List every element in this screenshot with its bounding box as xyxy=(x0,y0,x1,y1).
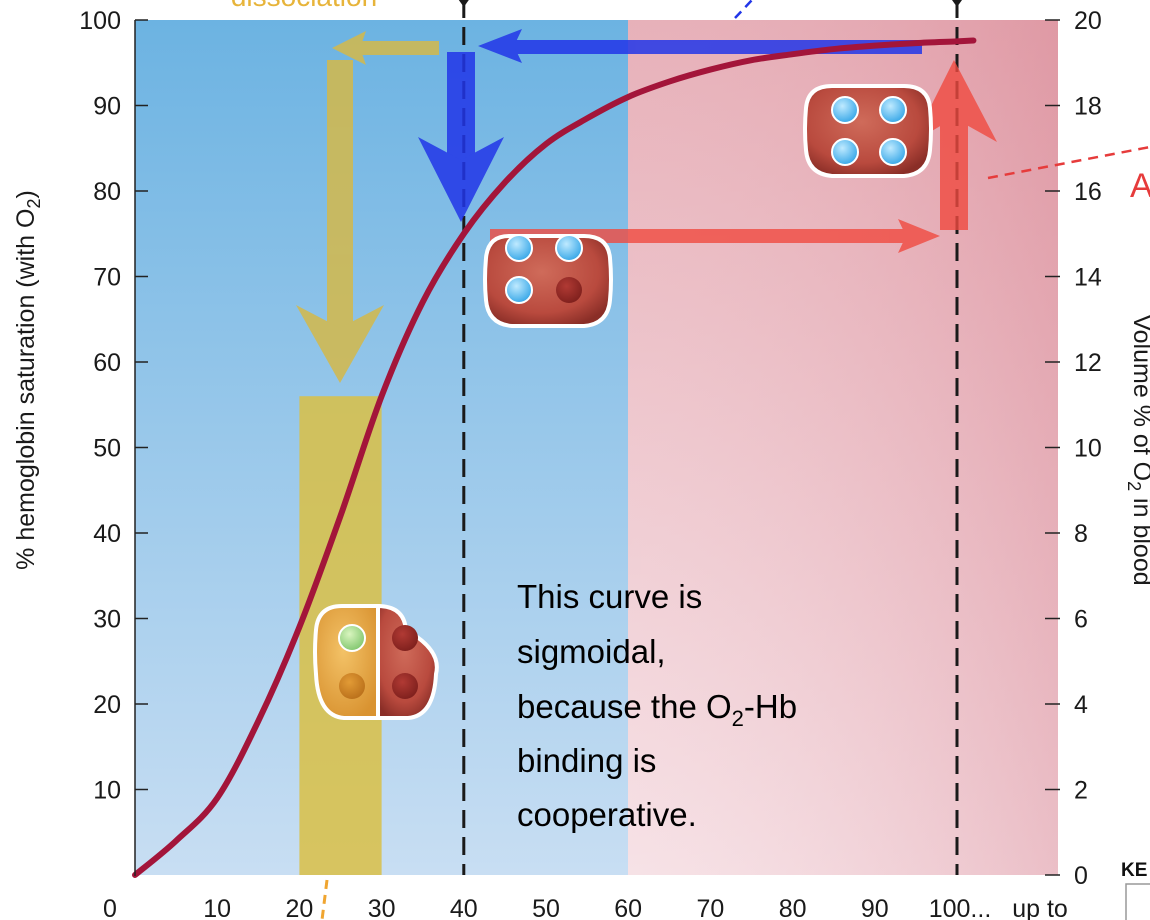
hemoglobin-partially-loaded xyxy=(483,234,613,328)
right-edge-label: A xyxy=(1130,167,1150,205)
x-tick-label: 50 xyxy=(532,895,560,920)
yellow-arrow-left-head xyxy=(332,31,366,65)
note-line-2: sigmoidal, xyxy=(517,633,666,670)
x-tick-label: 80 xyxy=(779,895,807,920)
x-tick-label: 30 xyxy=(368,895,396,920)
note-line-5: cooperative. xyxy=(517,796,697,833)
right-y-tick-label: 10 xyxy=(1074,435,1102,463)
right-y-axis-label: Volume % of O2 in blood xyxy=(1124,314,1150,585)
red-arrow-up-shaft xyxy=(940,110,968,230)
key-box xyxy=(1125,883,1150,920)
x-tick-label: 10 xyxy=(203,895,231,920)
blue-arrow-down-head xyxy=(418,137,504,222)
red-arrow-right-head xyxy=(898,219,940,253)
right-y-tick-label: 8 xyxy=(1074,520,1088,548)
x-tick-label: 40 xyxy=(450,895,478,920)
y-tick-label: 60 xyxy=(93,349,121,377)
note-line-1: This curve is xyxy=(517,578,702,615)
x-tick-label: 70 xyxy=(696,895,724,920)
yellow-arrow-group xyxy=(296,31,439,383)
blue-arrow-down-shaft xyxy=(447,52,475,172)
y-axis-label: % hemoglobin saturation (with O2) xyxy=(12,190,44,570)
x-ticks: 0 10 20 30 40 50 60 70 80 90 100... up to xyxy=(103,895,1068,920)
x-tail-label: up to xyxy=(1012,895,1068,920)
red-arrow-up-head xyxy=(913,60,997,142)
right-y-tick-label: 20 xyxy=(1074,7,1102,35)
right-y-tick-label: 0 xyxy=(1074,862,1088,890)
ref-line-marker-100 xyxy=(952,0,962,7)
x-tick-label: 100... xyxy=(929,895,992,920)
x-tick-label: 0 xyxy=(103,895,117,920)
y-tick-label: 10 xyxy=(93,777,121,805)
ref-line-marker-40 xyxy=(458,0,469,7)
dissociation-curve xyxy=(132,37,977,878)
right-y-tick-label: 12 xyxy=(1074,349,1102,377)
y-tick-label: 20 xyxy=(93,691,121,719)
hemoglobin-fully-loaded xyxy=(803,84,933,178)
right-y-tick-label: 14 xyxy=(1074,264,1102,292)
right-y-tick-label: 4 xyxy=(1074,691,1088,719)
y-tick-label: 80 xyxy=(93,178,121,206)
yellow-arrow-top-shaft xyxy=(355,41,439,55)
right-y-tick-label: 16 xyxy=(1074,178,1102,206)
yellow-leader xyxy=(320,879,329,920)
right-y-tick-label: 18 xyxy=(1074,93,1102,121)
right-y-tick-label: 2 xyxy=(1074,777,1088,805)
y-tick-label: 50 xyxy=(93,435,121,463)
x-tick-label: 60 xyxy=(614,895,642,920)
top-label: dissociation xyxy=(231,0,377,12)
note-line-3: because the O2-Hb xyxy=(517,688,797,731)
y-tick-label: 40 xyxy=(93,520,121,548)
cooperativity-note: This curve is sigmoidal, because the O2-… xyxy=(517,578,797,833)
hemoglobin-one-oxygen xyxy=(313,603,439,720)
right-y-ticks: 0 2 4 6 8 10 12 14 16 18 20 xyxy=(1045,7,1102,890)
note-line-4: binding is xyxy=(517,742,656,779)
y-tick-label: 70 xyxy=(93,264,121,292)
x-tick-label: 20 xyxy=(285,895,313,920)
x-tick-label: 90 xyxy=(861,895,889,920)
blue-arrow-left-head xyxy=(478,29,522,63)
y-tick-label: 30 xyxy=(93,606,121,634)
right-y-tick-label: 6 xyxy=(1074,606,1088,634)
red-leader xyxy=(987,145,1150,180)
yellow-arrow-down-head xyxy=(296,305,384,383)
blue-leader xyxy=(734,0,753,19)
y-ticks: 10 20 30 40 50 60 70 80 90 100 xyxy=(79,7,148,805)
y-tick-label: 100 xyxy=(79,7,121,35)
yellow-arrow-down-shaft xyxy=(327,60,353,330)
key-label: KE xyxy=(1121,860,1147,881)
y-tick-label: 90 xyxy=(93,93,121,121)
